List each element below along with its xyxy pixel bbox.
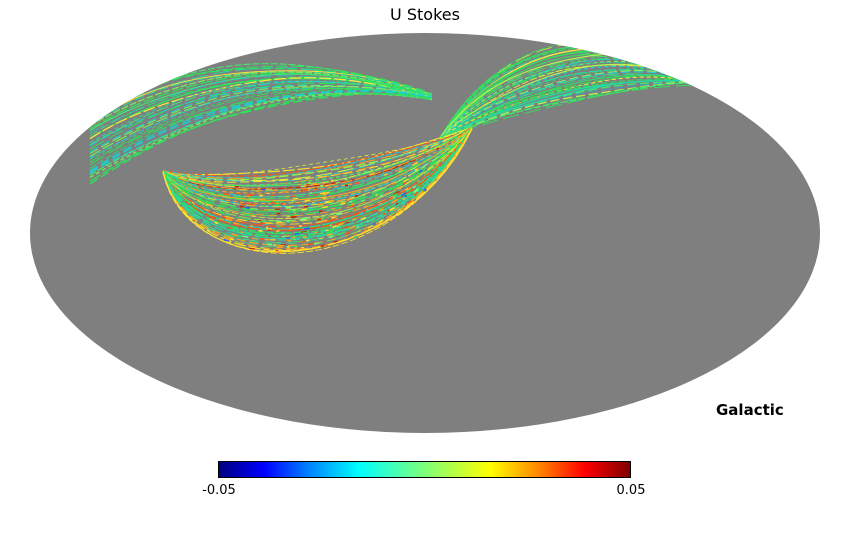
scan-pattern-layer (89, 40, 717, 254)
coordinate-system-label: Galactic (716, 401, 784, 419)
colorbar-max-label: 0.05 (616, 483, 646, 498)
colorbar-min-label: -0.05 (202, 483, 236, 498)
unobserved-sky-ellipse (30, 33, 820, 433)
plot-title: U Stokes (390, 5, 460, 24)
colorbar (218, 461, 631, 478)
